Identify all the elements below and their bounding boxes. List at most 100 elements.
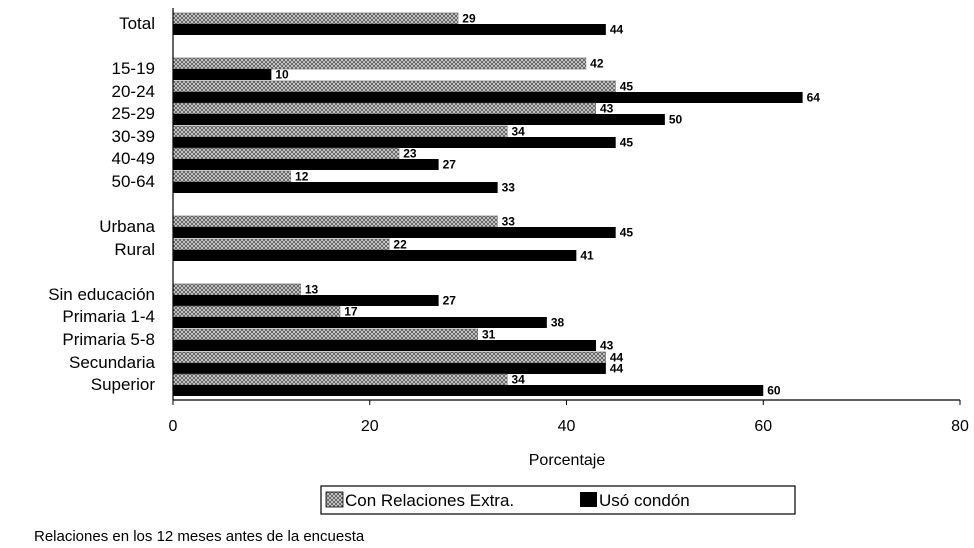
- value-label-series1-cat-0: 44: [610, 23, 624, 37]
- value-label-series1-cat-10: 38: [551, 316, 565, 330]
- value-label-series0-cat-0: 29: [462, 12, 476, 26]
- category-label-12: Secundaria: [69, 353, 156, 372]
- x-axis-title: Porcentaje: [529, 452, 606, 469]
- value-label-series1-cat-2: 64: [807, 91, 821, 105]
- bar-series0-cat-9: [172, 283, 302, 296]
- value-label-series1-cat-4: 45: [620, 136, 634, 150]
- category-label-6: 50-64: [112, 172, 155, 191]
- category-label-9: Sin educación: [48, 285, 155, 304]
- value-label-series0-cat-11: 31: [482, 328, 496, 342]
- value-label-series1-cat-6: 33: [502, 181, 516, 195]
- category-label-5: 40-49: [112, 149, 155, 168]
- x-tick-label-2: 40: [558, 418, 576, 435]
- value-label-series0-cat-4: 34: [511, 125, 525, 139]
- value-label-series1-cat-12: 44: [610, 362, 624, 376]
- bar-series1-cat-8: [173, 250, 577, 261]
- legend: Con Relaciones Extra. Usó condón: [320, 485, 796, 515]
- value-label-series1-cat-5: 27: [443, 158, 457, 172]
- legend-swatch-uso-condon: [580, 492, 597, 507]
- bars-layer: 29 44 42 10 45 64 43 50 34 45 23 27 12 33 33 45 22 41 13 27…: [172, 12, 821, 398]
- bar-series1-cat-2: [173, 92, 803, 103]
- legend-label-con-relaciones: Con Relaciones Extra.: [345, 491, 514, 510]
- bar-series1-cat-5: [173, 159, 439, 170]
- value-label-bg-series0-cat-9: [300, 284, 323, 295]
- bar-series0-cat-5: [172, 147, 400, 160]
- bar-series1-cat-7: [173, 227, 616, 238]
- value-label-bg-series0-cat-13: [507, 374, 530, 385]
- bar-series1-cat-3: [173, 114, 665, 125]
- x-tick-label-4: 80: [951, 418, 969, 435]
- value-label-bg-series0-cat-6: [291, 171, 314, 182]
- category-label-8: Rural: [114, 240, 155, 259]
- bar-series0-cat-11: [172, 328, 479, 341]
- value-label-series1-cat-1: 10: [275, 68, 289, 82]
- value-label-series0-cat-7: 33: [502, 215, 516, 229]
- bar-series0-cat-12: [172, 351, 607, 364]
- bar-series1-cat-13: [173, 385, 764, 396]
- value-label-bg-series0-cat-11: [477, 329, 500, 340]
- bar-series1-cat-4: [173, 137, 616, 148]
- category-label-1: 15-19: [112, 59, 155, 78]
- bar-series0-cat-7: [172, 215, 498, 228]
- value-label-bg-series0-cat-10: [340, 306, 363, 317]
- value-label-bg-series0-cat-0: [458, 13, 481, 24]
- legend-label-uso-condon: Usó condón: [599, 491, 690, 510]
- legend-swatch-con-relaciones: [325, 491, 344, 508]
- value-label-series0-cat-3: 43: [600, 102, 614, 116]
- value-label-series0-cat-5: 23: [403, 147, 417, 161]
- value-label-series0-cat-9: 13: [305, 283, 319, 297]
- value-label-series1-cat-8: 41: [580, 249, 594, 263]
- value-label-bg-series0-cat-4: [507, 126, 530, 137]
- legend-box: [320, 485, 796, 515]
- value-label-bg-series0-cat-7: [497, 216, 520, 227]
- bar-series0-cat-8: [172, 238, 390, 251]
- category-label-11: Primaria 5-8: [62, 330, 155, 349]
- category-label-13: Superior: [91, 375, 156, 394]
- value-label-series0-cat-13: 34: [511, 373, 525, 387]
- category-labels: Total 15-19 20-24 25-29 30-39 40-49 50-64 Urban…: [48, 14, 155, 394]
- x-tick-label-3: 60: [754, 418, 772, 435]
- bar-series1-cat-11: [173, 340, 597, 351]
- bar-series0-cat-2: [172, 80, 616, 93]
- bar-series0-cat-1: [172, 57, 587, 70]
- value-label-series0-cat-6: 12: [295, 170, 309, 184]
- value-label-series1-cat-3: 50: [669, 113, 683, 127]
- bar-series1-cat-9: [173, 295, 439, 306]
- value-label-bg-series0-cat-8: [389, 239, 412, 250]
- bar-series0-cat-0: [172, 12, 459, 25]
- bar-series1-cat-0: [173, 24, 606, 35]
- value-label-bg-series0-cat-5: [399, 148, 422, 159]
- category-label-7: Urbana: [99, 217, 155, 236]
- category-label-0: Total: [119, 14, 155, 33]
- value-label-series0-cat-2: 45: [620, 80, 634, 94]
- category-label-4: 30-39: [112, 127, 155, 146]
- value-label-series1-cat-9: 27: [443, 294, 457, 308]
- value-label-series0-cat-1: 42: [590, 57, 604, 71]
- bar-series1-cat-6: [173, 182, 498, 193]
- x-tick-label-1: 20: [361, 418, 379, 435]
- value-label-bg-series0-cat-12: [605, 352, 628, 363]
- value-label-series1-cat-11: 43: [600, 339, 614, 353]
- bar-series0-cat-4: [172, 125, 508, 138]
- x-axis: 0 20 40 60 80: [169, 8, 969, 435]
- value-label-series1-cat-13: 60: [767, 384, 781, 398]
- value-label-bg-series0-cat-2: [615, 81, 638, 92]
- bar-series0-cat-13: [172, 373, 508, 386]
- bar-series0-cat-10: [172, 305, 341, 318]
- chart-note: Relaciones en los 12 meses antes de la e…: [34, 528, 365, 545]
- bar-series0-cat-3: [172, 102, 597, 115]
- value-label-bg-series0-cat-1: [586, 58, 609, 69]
- bar-series1-cat-1: [173, 69, 272, 80]
- value-label-series0-cat-8: 22: [393, 238, 407, 252]
- value-label-series0-cat-12: 44: [610, 351, 624, 365]
- category-label-2: 20-24: [112, 82, 155, 101]
- bar-series1-cat-12: [173, 363, 606, 374]
- category-label-10: Primaria 1-4: [62, 307, 155, 326]
- value-label-series0-cat-10: 17: [344, 305, 358, 319]
- value-label-bg-series0-cat-3: [596, 103, 619, 114]
- category-label-3: 25-29: [112, 104, 155, 123]
- bar-series0-cat-6: [172, 170, 292, 183]
- value-label-series1-cat-7: 45: [620, 226, 634, 240]
- bar-series1-cat-10: [173, 317, 547, 328]
